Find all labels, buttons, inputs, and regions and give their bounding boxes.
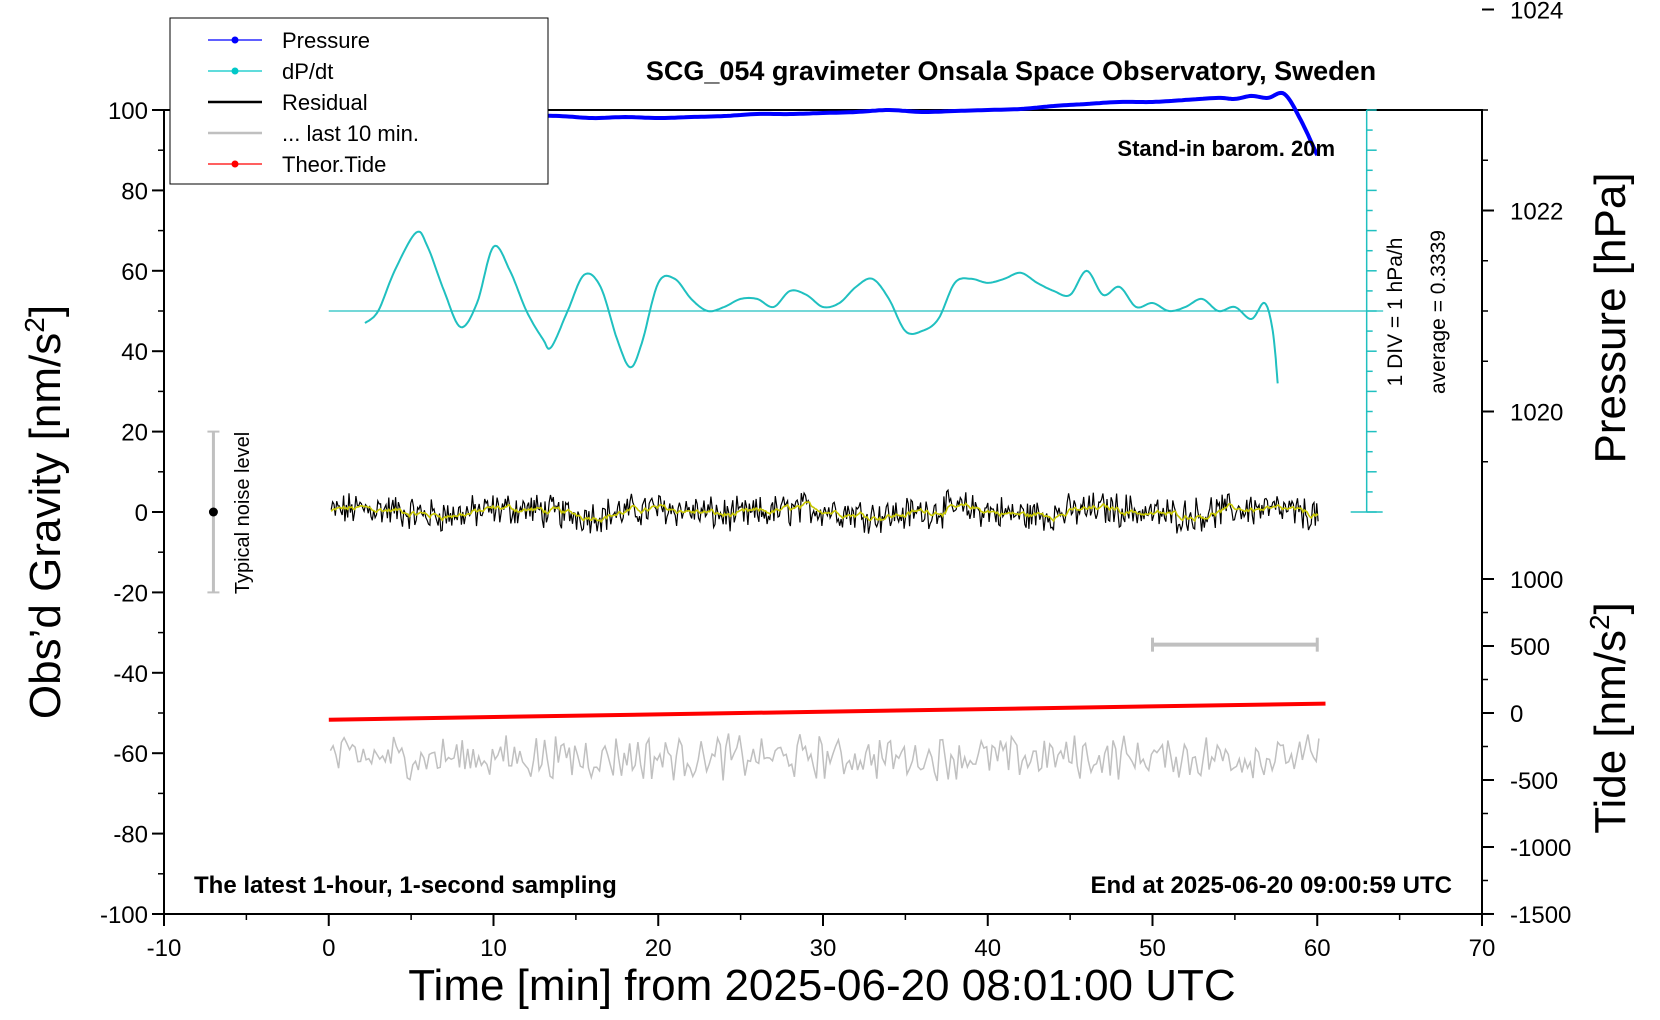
x-tick-label: 0	[322, 935, 335, 962]
x-axis-ticks: -10 0 10 20 30 40 50 60 70	[147, 914, 1496, 962]
left-y-tick-label: -100	[100, 902, 148, 929]
end-time-note: End at 2025-06-20 09:00:59 UTC	[1091, 872, 1453, 899]
last10-line	[329, 733, 1320, 782]
x-axis-label: Time [min] from 2025-06-20 08:01:00 UTC	[408, 961, 1235, 1010]
pressure-axis-label: Pressure [hPa]	[1586, 172, 1635, 463]
dpdt-average-note: average = 0.3339	[1427, 230, 1450, 394]
x-tick-label: 60	[1304, 935, 1331, 962]
left-y-tick-label: 40	[121, 339, 148, 366]
left-y-axis-ticks: -100 -80 -60 -40 -20 0 20 40 60 80 100	[100, 98, 164, 929]
x-tick-label: 20	[645, 935, 672, 962]
pressure-tick-label: 1022	[1510, 199, 1563, 226]
tide-line	[328, 701, 1326, 722]
legend: Pressure dP/dt Residual ... last 10 min. The…	[169, 17, 549, 185]
dpdt-line	[364, 230, 1279, 384]
tide-tick-label: 1000	[1510, 567, 1563, 594]
left-y-tick-label: -20	[113, 580, 148, 607]
tide-tick-label: -1000	[1510, 835, 1571, 862]
left-y-tick-label: 20	[121, 420, 148, 447]
pressure-axis-ticks: 1020 1022 1024	[1482, 0, 1563, 463]
legend-marker	[231, 67, 239, 75]
x-tick-label: 40	[974, 935, 1001, 962]
left-y-axis-label: Obs’d Gravity [nm/s2]	[19, 305, 70, 719]
left-y-tick-label: 60	[121, 259, 148, 286]
standin-barometer-note: Stand-in barom. 20m	[1117, 136, 1335, 161]
legend-label: Theor.Tide	[282, 152, 386, 177]
pressure-tick-label: 1024	[1510, 0, 1563, 25]
left-y-tick-label: -60	[113, 741, 148, 768]
series-layer	[207, 90, 1384, 782]
legend-marker	[231, 160, 239, 168]
left-y-tick-label: 0	[135, 500, 148, 527]
noise-center-dot	[208, 507, 218, 517]
legend-label: Pressure	[282, 28, 370, 53]
legend-marker	[231, 36, 239, 44]
residual-line	[330, 488, 1319, 534]
dpdt-div-note: 1 DIV = 1 hPa/h	[1384, 238, 1407, 387]
left-y-tick-label: -40	[113, 661, 148, 688]
residual-smooth-line	[330, 501, 1319, 524]
x-tick-label: 30	[810, 935, 837, 962]
pressure-tick-label: 1020	[1510, 400, 1563, 427]
latest-hour-note: The latest 1-hour, 1-second sampling	[194, 872, 617, 899]
left-y-tick-label: 80	[121, 178, 148, 205]
legend-label: dP/dt	[282, 59, 333, 84]
x-tick-label: 50	[1139, 935, 1166, 962]
tide-tick-label: -1500	[1510, 902, 1571, 929]
tide-tick-label: -500	[1510, 768, 1558, 795]
legend-label: ... last 10 min.	[282, 121, 419, 146]
left-y-tick-label: -80	[113, 822, 148, 849]
tide-axis-ticks: -1500 -1000 -500 0 500 1000	[1482, 567, 1571, 929]
tide-tick-label: 0	[1510, 701, 1523, 728]
tide-axis-label: Tide [nm/s2]	[1584, 602, 1635, 834]
tide-tick-label: 500	[1510, 634, 1550, 661]
x-tick-label: -10	[147, 935, 182, 962]
left-y-tick-label: 100	[108, 98, 148, 125]
chart-title: SCG_054 gravimeter Onsala Space Observat…	[646, 56, 1376, 86]
legend-label: Residual	[282, 90, 368, 115]
x-tick-label: 10	[480, 935, 507, 962]
noise-level-label: Typical noise level	[232, 432, 254, 594]
x-tick-label: 70	[1469, 935, 1496, 962]
